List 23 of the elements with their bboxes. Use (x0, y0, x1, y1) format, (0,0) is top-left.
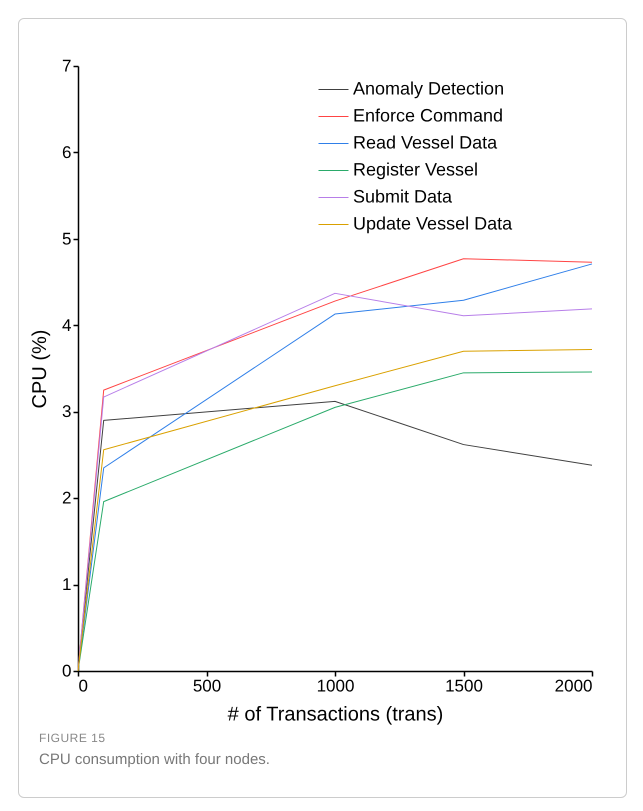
y-tick-label: 2 (62, 488, 72, 508)
x-axis-title: # of Transactions (trans) (228, 704, 444, 726)
y-tick-label: 0 (62, 662, 72, 680)
y-axis-title: CPU (%) (29, 330, 52, 408)
caption: FIGURE 15 (39, 731, 107, 745)
y-tick-label: 1 (62, 575, 72, 594)
x-tick-label: 0 (78, 676, 88, 696)
y-tick-label: 7 (62, 56, 72, 76)
legend-label: Read Vessel Data (353, 132, 498, 152)
legend-label: Anomaly Detection (353, 78, 504, 98)
y-tick-label: 5 (62, 229, 72, 248)
legend-label: Enforce Command (353, 106, 504, 126)
legend-label: Register Vessel (353, 160, 478, 180)
text: CPU consumption with four nodes. (39, 751, 270, 768)
y-tick-label: 3 (62, 402, 72, 422)
legend-label: Submit Data (353, 186, 454, 206)
x-tick-label: 1500 (445, 676, 483, 696)
legend-label: Update Vessel Data (353, 214, 514, 234)
x-tick-label: 500 (192, 676, 222, 696)
y-tick-label: 4 (62, 316, 72, 335)
x-tick-label: 1000 (316, 676, 354, 696)
y-tick-label: 6 (62, 142, 72, 162)
x-tick-label: 2000 (554, 676, 592, 696)
